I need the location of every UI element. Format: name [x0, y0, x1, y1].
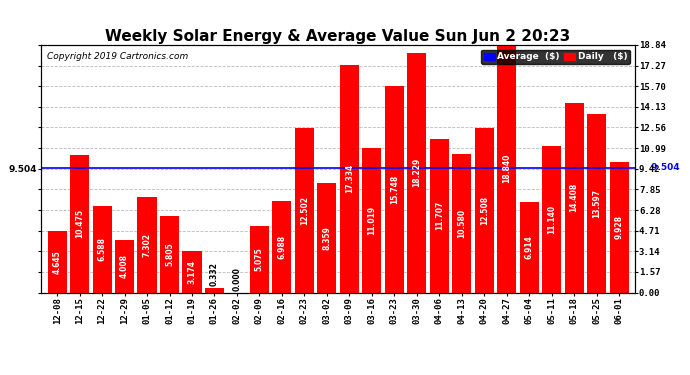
- Text: 10.580: 10.580: [457, 209, 466, 238]
- Bar: [92, 206, 112, 292]
- Bar: [475, 128, 494, 292]
- Text: 5.075: 5.075: [255, 247, 264, 271]
- Text: 6.914: 6.914: [524, 235, 533, 259]
- Text: 17.334: 17.334: [345, 164, 354, 193]
- Text: 11.019: 11.019: [367, 206, 376, 235]
- Text: 18.229: 18.229: [412, 158, 422, 188]
- Bar: [48, 231, 67, 292]
- Text: 7.302: 7.302: [143, 232, 152, 256]
- Text: 18.840: 18.840: [502, 154, 511, 183]
- Bar: [273, 201, 291, 292]
- Text: 0.332: 0.332: [210, 262, 219, 286]
- Bar: [339, 65, 359, 292]
- Text: 0.000: 0.000: [233, 267, 241, 291]
- Bar: [182, 251, 201, 292]
- Bar: [587, 114, 606, 292]
- Bar: [407, 53, 426, 292]
- Text: 6.988: 6.988: [277, 234, 286, 259]
- Bar: [160, 216, 179, 292]
- Text: 6.588: 6.588: [97, 237, 106, 261]
- Title: Weekly Solar Energy & Average Value Sun Jun 2 20:23: Weekly Solar Energy & Average Value Sun …: [106, 29, 571, 44]
- Text: 12.508: 12.508: [480, 196, 489, 225]
- Text: 10.475: 10.475: [75, 209, 84, 238]
- Bar: [542, 146, 561, 292]
- Text: 4.008: 4.008: [120, 254, 129, 278]
- Bar: [362, 148, 382, 292]
- Bar: [137, 196, 157, 292]
- Bar: [250, 226, 269, 292]
- Bar: [452, 153, 471, 292]
- Bar: [295, 128, 314, 292]
- Bar: [609, 162, 629, 292]
- Legend: Average  ($), Daily   ($): Average ($), Daily ($): [481, 50, 630, 64]
- Bar: [317, 183, 337, 292]
- Text: 5.805: 5.805: [165, 243, 174, 266]
- Text: 11.707: 11.707: [435, 201, 444, 230]
- Text: 11.140: 11.140: [547, 205, 556, 234]
- Bar: [430, 139, 448, 292]
- Bar: [70, 155, 89, 292]
- Text: 4.645: 4.645: [52, 250, 61, 274]
- Text: 14.408: 14.408: [570, 183, 579, 213]
- Bar: [205, 288, 224, 292]
- Text: 13.597: 13.597: [592, 189, 601, 218]
- Bar: [385, 86, 404, 292]
- Text: 9.504: 9.504: [649, 163, 680, 172]
- Text: 3.174: 3.174: [188, 260, 197, 284]
- Text: 8.359: 8.359: [322, 226, 331, 249]
- Text: 9.928: 9.928: [615, 215, 624, 239]
- Bar: [564, 103, 584, 292]
- Text: Copyright 2019 Cartronics.com: Copyright 2019 Cartronics.com: [48, 53, 188, 62]
- Bar: [520, 202, 539, 292]
- Text: 12.502: 12.502: [300, 196, 309, 225]
- Text: 15.748: 15.748: [390, 174, 399, 204]
- Bar: [497, 45, 516, 292]
- Bar: [115, 240, 134, 292]
